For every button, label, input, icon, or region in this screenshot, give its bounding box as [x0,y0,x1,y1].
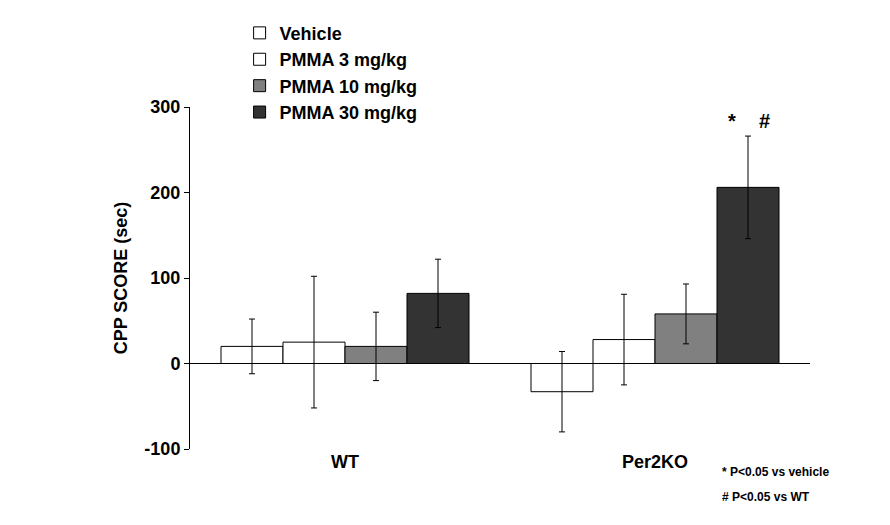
svg-text:PMMA 30 mg/kg: PMMA 30 mg/kg [280,103,417,123]
svg-text:* P<0.05 vs vehicle: * P<0.05 vs vehicle [722,465,829,479]
svg-text:0: 0 [170,354,180,374]
svg-text:200: 200 [150,183,180,203]
svg-text:100: 100 [150,268,180,288]
svg-text:-100: -100 [144,439,180,459]
svg-text:Per2KO: Per2KO [622,452,688,472]
svg-text:CPP SCORE (sec): CPP SCORE (sec) [111,202,131,355]
svg-text:PMMA 10 mg/kg: PMMA 10 mg/kg [280,77,417,97]
svg-text:300: 300 [150,97,180,117]
svg-text:#: # [759,110,770,132]
svg-text:# P<0.05 vs WT: # P<0.05 vs WT [722,490,810,504]
svg-text:PMMA 3 mg/kg: PMMA 3 mg/kg [280,50,407,70]
svg-text:Vehicle: Vehicle [280,24,342,44]
svg-text:WT: WT [331,452,359,472]
svg-text:*: * [728,110,736,132]
